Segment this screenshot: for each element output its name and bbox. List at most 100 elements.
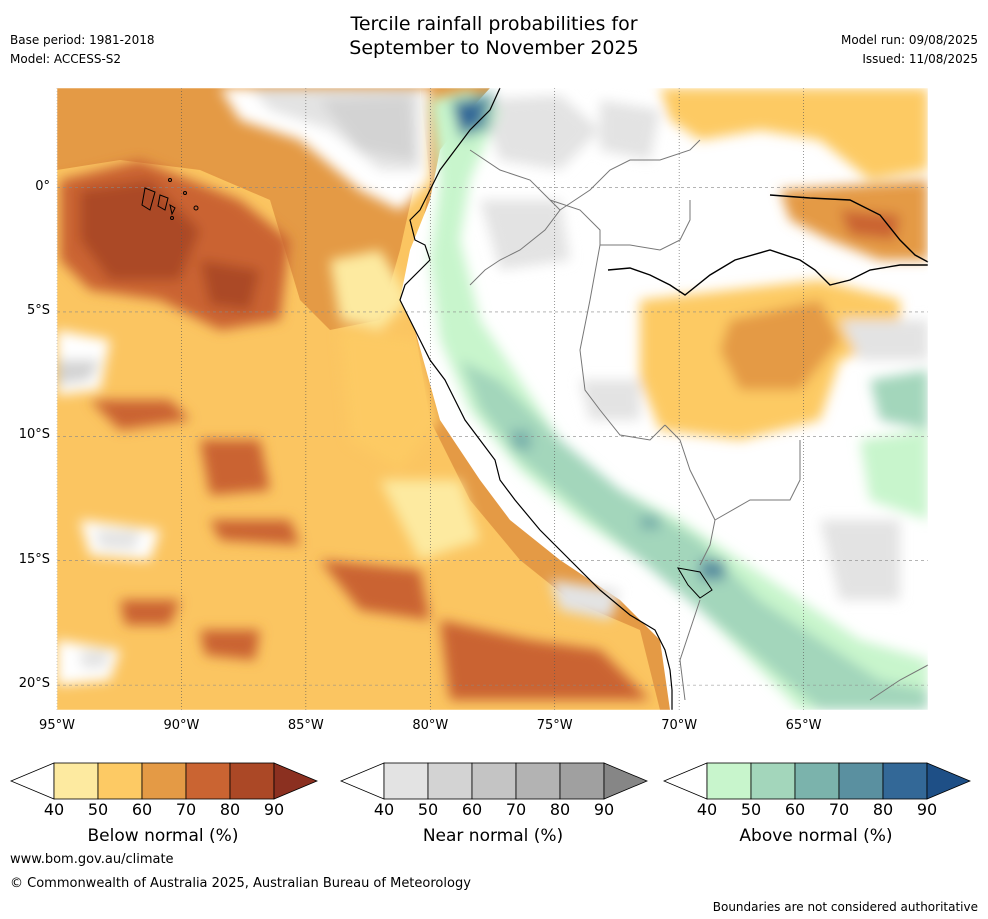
colorbar-segment [383,762,429,800]
below-50-patch [340,330,440,470]
colorbar-tick-label: 40 [373,800,395,819]
above-50-band [460,360,928,710]
below-70-patch-south [440,620,650,700]
latitude-tick-label: 5°S [26,302,50,318]
colorbar-tick-label: 90 [916,800,938,819]
near-40-land-7 [550,580,620,620]
near-normal-colorbar [340,762,648,800]
rio-negro [769,194,929,263]
model-name: Model: ACCESS-S2 [10,52,122,66]
near-40-land-4 [580,380,640,420]
above-70-patch [700,560,725,580]
colorbar-tick-label: 60 [461,800,483,819]
below-70-patch-5 [210,520,300,545]
latitude-tick-label: 0° [35,178,50,194]
country-borders [469,139,929,701]
colorbar-segment [53,762,99,800]
near-normal-patch-south [80,650,110,668]
colorbar-tick-label: 80 [219,800,241,819]
base-period: Base period: 1981-2018 [10,33,155,47]
below-70-patch-8 [200,630,260,660]
title-line-1: Tercile rainfall probabilities for [350,13,638,35]
latitude-tick-label: 10°S [18,427,50,443]
colorbar-segment [750,762,796,800]
colorbar-segment [229,762,275,800]
below-70-patch-6 [320,560,430,620]
colorbar-tick-label: 50 [417,800,439,819]
near-normal-patch-sw [95,530,140,550]
colorbar-tick-label: 90 [593,800,615,819]
colorbar-segment [471,762,517,800]
longitude-tick-label: 95°W [39,718,75,733]
below-70-land-ne [840,210,900,240]
below-50-land-north [660,88,928,180]
lake-titicaca [677,567,713,599]
longitude-tick-label: 90°W [163,718,200,733]
longitude-tick-label: 85°W [287,718,324,733]
near-50-north [320,95,415,160]
website-link[interactable]: www.bom.gov.au/climate [10,852,174,867]
near-40-land-1 [480,95,600,170]
colorbar-segment [882,762,928,800]
above-60-patch-1 [510,430,532,450]
below-40-patch-1 [330,250,410,330]
colorbar-segment [838,762,884,800]
colorbar-segment [515,762,561,800]
map-title: Tercile rainfall probabilities for Septe… [0,12,988,60]
graticule [56,88,928,710]
above-50-east [870,370,928,430]
above-40-east [860,430,928,520]
colorbar-tick-label: 40 [696,800,718,819]
above-normal-colorbar [663,762,971,800]
model-run: Model run: 09/08/2025 [840,33,978,47]
colorbar-tick-label: 60 [784,800,806,819]
near-40-land-2 [600,100,660,160]
near-40-land-5 [840,320,928,360]
colorbar-title: Below normal (%) [87,826,239,846]
colorbar-title: Near normal (%) [422,826,564,846]
coastline [399,87,673,710]
colorbar-segment [185,762,231,800]
longitude-tick-label: 75°W [536,718,573,733]
colorbar-tick-label: 80 [549,800,571,819]
colorbar-tick-label: 40 [43,800,65,819]
probability-field [57,88,928,710]
colorbar-segment [427,762,473,800]
colorbar-high-extension [603,762,648,800]
latitude-tick-label: 20°S [18,676,50,692]
below-70-patch-4 [200,440,270,495]
colorbar-segment [706,762,752,800]
colorbar-segment [794,762,840,800]
colorbar-tick-label: 50 [740,800,762,819]
below-normal-colorbar [10,762,318,800]
copyright-text: © Commonwealth of Australia 2025, Austra… [10,876,471,891]
title-line-2: September to November 2025 [349,37,639,59]
colorbar-title: Above normal (%) [739,826,893,846]
below-60-amazon [720,300,840,390]
below-80-patch-2 [200,260,260,310]
colorbar-high-extension [926,762,971,800]
colorbar-tick-label: 50 [87,800,109,819]
disclaimer-text: Boundaries are not considered authoritat… [712,900,978,914]
colorbar-tick-label: 90 [263,800,285,819]
near-40-land-6 [820,520,900,600]
amazon-river [607,249,928,296]
colorbar-segment [141,762,187,800]
longitude-tick-label: 80°W [412,718,449,733]
above-60-patch-2 [640,515,660,530]
colorbar-tick-label: 70 [175,800,197,819]
longitude-tick-label: 65°W [785,718,822,733]
colorbar-tick-label: 80 [872,800,894,819]
colorbar-segment [97,762,143,800]
near-40-land-3 [480,200,570,270]
colorbar-tick-label: 70 [505,800,527,819]
near-normal-patch-west [57,360,100,385]
colorbar-low-extension [340,762,385,800]
longitude-tick-label: 70°W [661,718,698,733]
colorbar-tick-label: 60 [131,800,153,819]
map-frame [56,87,929,711]
latitude-tick-label: 15°S [18,551,50,567]
issued-date: Issued: 11/08/2025 [862,52,978,66]
colorbar-tick-label: 70 [828,800,850,819]
